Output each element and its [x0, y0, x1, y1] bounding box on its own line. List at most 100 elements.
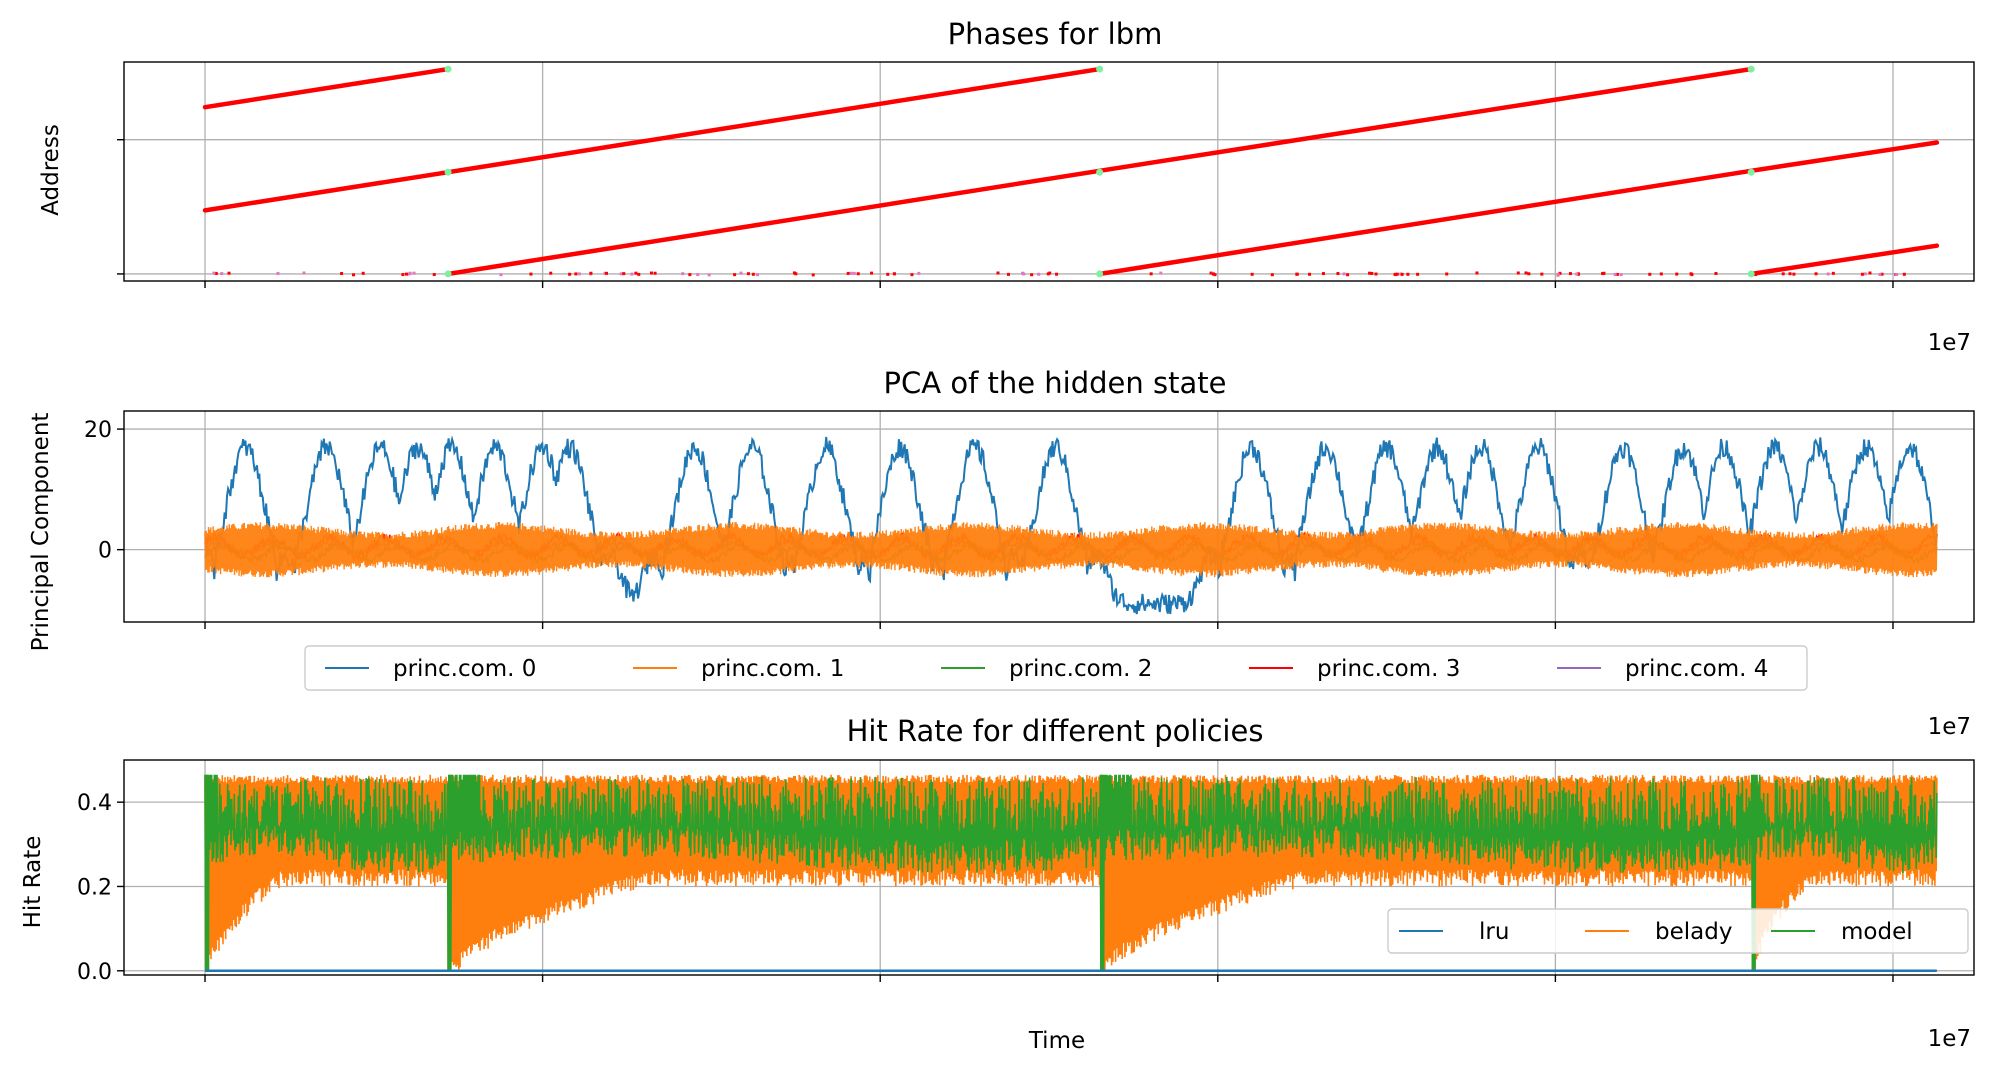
- phases-scatter-point: [910, 273, 914, 277]
- hitrate-plot-area: [204, 774, 1938, 973]
- hitrate-xlabel: Time: [1028, 1028, 1085, 1054]
- phases-scatter-point: [589, 271, 593, 275]
- phases-scatter-point: [1659, 272, 1663, 276]
- phases-scatter-point: [1342, 272, 1346, 276]
- phases-scatter-point: [1416, 272, 1420, 276]
- hitrate-legend-label: belady: [1655, 919, 1732, 945]
- phases-scatter-point: [1030, 273, 1034, 277]
- pca-legend-label: princ.com. 1: [701, 656, 844, 682]
- pca-offset-label: 1e7: [1928, 714, 1971, 740]
- hitrate-legend-label: lru: [1479, 919, 1509, 945]
- phases-scatter-point: [408, 271, 412, 275]
- pca-legend-label: princ.com. 2: [1009, 656, 1152, 682]
- phases-scatter-point: [996, 271, 1000, 275]
- phases-scatter-point: [733, 273, 737, 277]
- phases-scatter-point: [1295, 272, 1299, 276]
- phases-scatter-point: [214, 271, 218, 275]
- phases-address-line: [445, 168, 1102, 277]
- phases-boundary-marker: [444, 168, 452, 176]
- phases-scatter-point: [1211, 272, 1215, 276]
- pca-ylabel: Principal Component: [28, 413, 54, 652]
- phases-scatter-point: [1021, 271, 1025, 275]
- phases-scatter-point: [756, 273, 760, 277]
- phases-scatter-point: [637, 272, 641, 276]
- hitrate-panel: Hit Rate for different policies Hit Rate…: [20, 714, 1975, 1054]
- phases-scatter-point: [1902, 272, 1906, 276]
- pca-panel: PCA of the hidden state Principal Compon…: [28, 366, 1975, 740]
- pca-ytick-label: 0: [98, 539, 112, 564]
- phases-scatter-point: [634, 271, 638, 275]
- phases-scatter-point: [1576, 272, 1580, 276]
- pca-plot-area: [204, 435, 1938, 615]
- phases-boundary-marker: [444, 270, 452, 278]
- phases-scatter-point: [870, 271, 874, 275]
- phases-scatter-point: [1046, 272, 1050, 276]
- phases-scatter-point: [1370, 271, 1374, 275]
- phases-scatter-point: [1149, 272, 1153, 276]
- phases-scatter-point: [688, 273, 692, 277]
- phases-scatter-point: [892, 272, 896, 276]
- pca-title: PCA of the hidden state: [884, 366, 1227, 400]
- hitrate-axes-frame: [123, 759, 1975, 976]
- phases-scatter-point: [746, 272, 750, 276]
- phases-address-line: [202, 169, 451, 213]
- phases-scatter-point: [212, 271, 216, 275]
- phases-boundary-marker: [1096, 65, 1104, 73]
- phases-scatter-point: [1613, 273, 1617, 277]
- hitrate-ytick-label: 0.2: [77, 875, 112, 900]
- hitrate-ytick-label: 0.0: [77, 960, 112, 985]
- phases-scatter-point: [1895, 273, 1899, 277]
- phases-scatter-point: [1648, 272, 1652, 276]
- phases-scatter-point: [630, 272, 634, 276]
- phases-scatter-point: [1308, 272, 1312, 276]
- phases-scatter-point: [1524, 271, 1528, 275]
- phases-scatter-point: [1368, 271, 1372, 275]
- phases-scatter-point: [529, 272, 533, 276]
- phases-scatter-point: [1568, 272, 1572, 276]
- phases-scatter-point: [852, 271, 856, 275]
- hitrate-legend-box: [1387, 908, 1969, 954]
- phases-boundary-marker: [1096, 168, 1104, 176]
- phases-scatter-point: [1788, 272, 1792, 276]
- phases-scatter-point: [1860, 272, 1864, 276]
- phases-scatter-point: [1826, 272, 1830, 276]
- phases-scatter-point: [1781, 272, 1785, 276]
- hitrate-legend: lru belady model: [1387, 908, 1969, 954]
- phases-scatter-point: [412, 271, 416, 275]
- phases-scatter-point: [1445, 272, 1449, 276]
- phases-scatter-point: [340, 271, 344, 275]
- phases-boundary-marker: [444, 65, 452, 73]
- hitrate-series-model: [204, 774, 1938, 971]
- phases-scatter-point: [405, 272, 409, 276]
- phases-scatter-point: [1675, 272, 1679, 276]
- phases-scatter-point: [1556, 272, 1560, 276]
- phases-scatter-point: [1540, 272, 1544, 276]
- phases-scatter-point: [1048, 271, 1052, 275]
- phases-scatter-point: [1575, 272, 1579, 276]
- phases-scatter-point: [574, 272, 578, 276]
- phases-scatter-point: [1792, 272, 1796, 276]
- phases-address-line: [1097, 66, 1754, 174]
- phases-scatter-point: [1689, 272, 1693, 276]
- phases-ticks: [117, 139, 1894, 288]
- hitrate-legend-label: model: [1841, 919, 1913, 945]
- phases-address-line: [1748, 243, 1940, 277]
- phases-scatter-point: [220, 272, 224, 276]
- phases-plot-area: [202, 65, 1940, 278]
- phases-scatter-point: [649, 271, 653, 275]
- phases-scatter-point: [794, 272, 798, 276]
- phases-offset-label: 1e7: [1928, 330, 1971, 356]
- hitrate-offset-label: 1e7: [1928, 1026, 1971, 1052]
- phases-scatter-point: [1037, 272, 1041, 276]
- phases-scatter-point: [1250, 272, 1254, 276]
- phases-panel: Phases for lbm Address 1e7: [38, 17, 1975, 356]
- phases-scatter-point: [1831, 271, 1835, 275]
- phases-scatter-point: [432, 273, 436, 277]
- hitrate-ylabel: Hit Rate: [20, 836, 46, 929]
- phases-scatter-point: [1516, 271, 1520, 275]
- pca-legend-label: princ.com. 0: [393, 656, 536, 682]
- phases-scatter-point: [707, 273, 711, 277]
- phases-scatter-point: [696, 273, 700, 277]
- pca-legend-label: princ.com. 3: [1317, 656, 1460, 682]
- phases-scatter-point: [1814, 272, 1818, 276]
